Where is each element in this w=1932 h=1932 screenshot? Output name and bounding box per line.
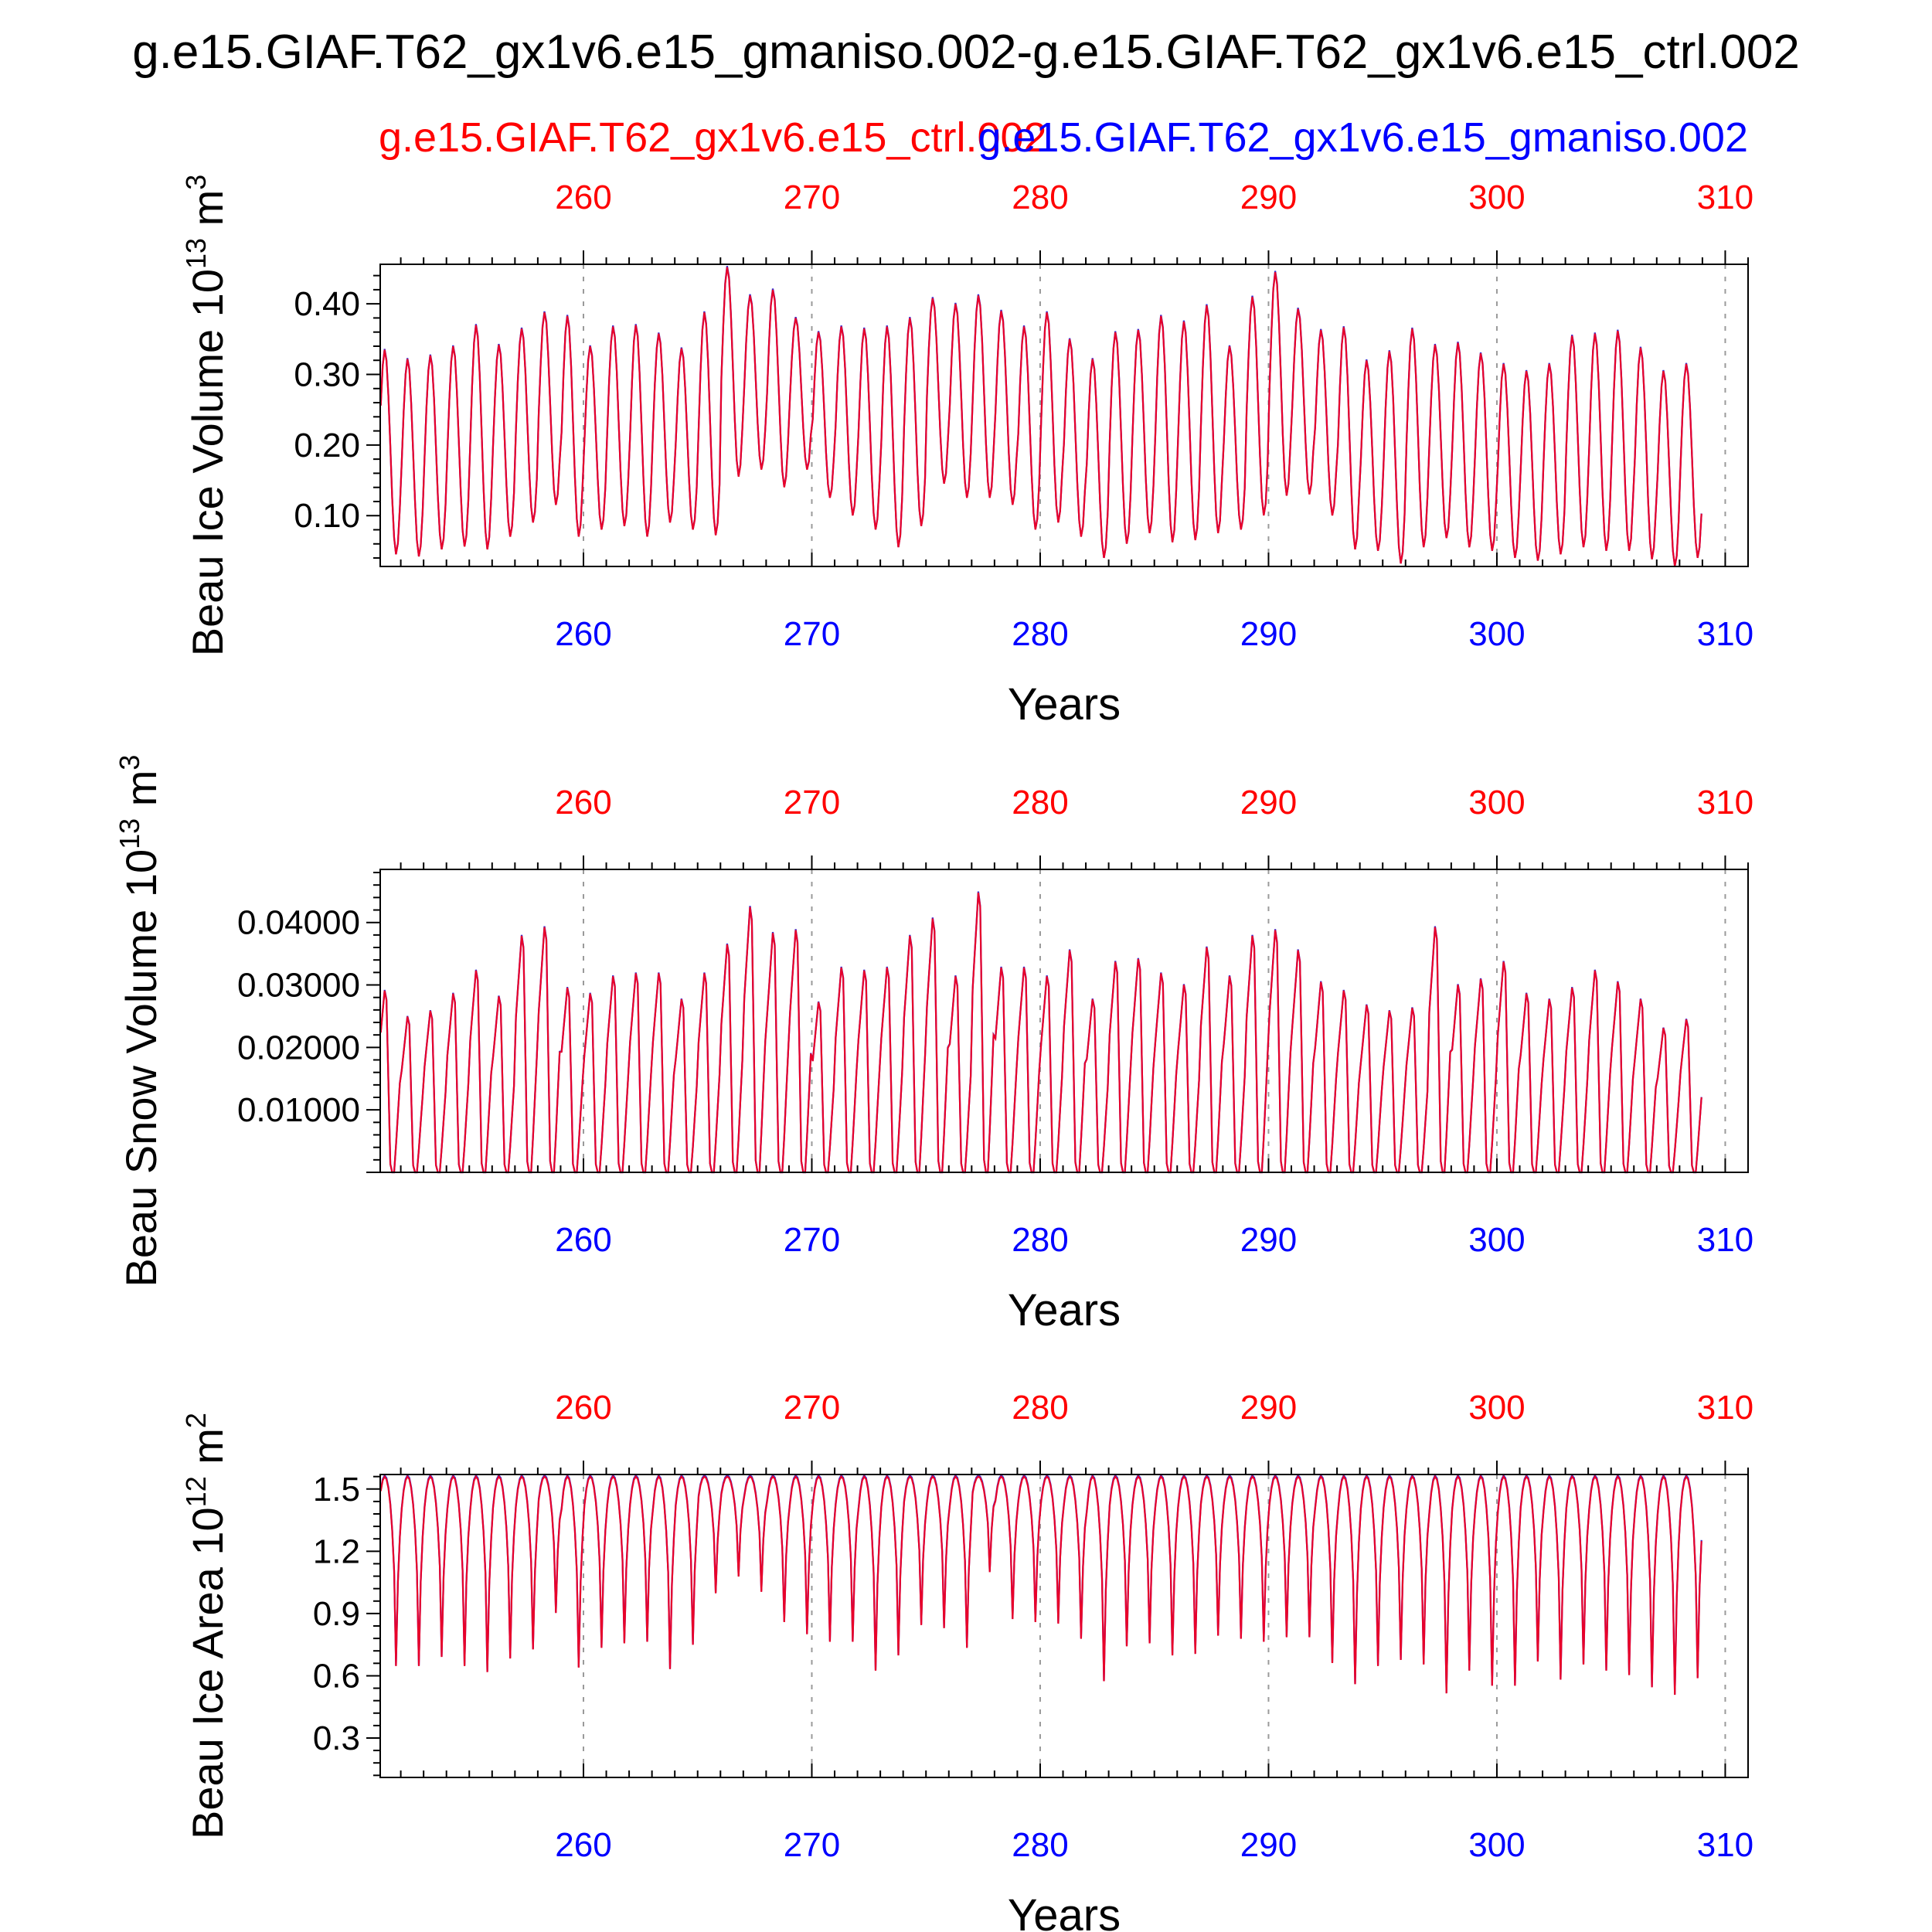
y-tick-label: 1.5 [313,1471,360,1509]
x-tick-label-bottom: 300 [1468,1221,1525,1259]
x-tick-label-bottom: 310 [1697,1221,1753,1259]
y-tick-label: 0.9 [313,1595,360,1633]
y-tick-label: 0.40 [294,285,360,323]
y-tick-label: 1.2 [313,1532,360,1570]
panel-2: 260 260 270 270 280 280 290 290 300 300 310 310 0.01… [114,755,1753,1335]
y-tick-label: 0.10 [294,497,360,535]
x-tick-label-bottom: 280 [1012,1826,1068,1864]
y-axis-title-part: m [183,190,232,238]
x-tick-label-top: 270 [784,1389,840,1427]
x-tick-label-top: 310 [1697,784,1753,821]
x-tick-label-top: 310 [1697,179,1753,216]
x-axis-title: Years [1008,1890,1121,1932]
x-tick-label-top: 280 [1012,1389,1068,1427]
x-axis-title: Years [1008,679,1121,730]
legend-ctrl-label: g.e15.GIAF.T62_gx1v6.e15_ctrl.002 [379,114,1047,161]
y-axis-title-part: m [117,770,165,818]
x-tick-label-top: 260 [555,179,611,216]
x-axis-title: Years [1008,1285,1121,1335]
x-tick-label-top: 290 [1240,784,1297,821]
x-tick-label-top: 290 [1240,179,1297,216]
series-ctrl-line [379,1475,1702,1696]
x-tick-label-top: 290 [1240,1389,1297,1427]
x-tick-label-top: 280 [1012,179,1068,216]
x-tick-label-bottom: 290 [1240,615,1297,653]
y-tick-label: 0.6 [313,1657,360,1695]
series-ctrl-line [379,892,1702,1174]
y-axis-title-part: Beau Snow Volume 10 [117,849,165,1287]
x-tick-label-bottom: 280 [1012,615,1068,653]
x-tick-label-top: 300 [1468,784,1525,821]
y-axis-title-part: Beau Ice Volume 10 [183,269,232,656]
y-axis-title-part: 2 [180,1413,212,1428]
x-tick-label-top: 270 [784,179,840,216]
x-tick-label-bottom: 270 [784,1221,840,1259]
x-tick-label-bottom: 310 [1697,1826,1753,1864]
y-axis-title-part: 13 [180,238,212,269]
x-tick-label-bottom: 300 [1468,1826,1525,1864]
x-tick-label-bottom: 290 [1240,1221,1297,1259]
page-title: g.e15.GIAF.T62_gx1v6.e15_gmaniso.002-g.e… [132,26,1800,79]
x-tick-label-top: 310 [1697,1389,1753,1427]
y-tick-label: 0.20 [294,427,360,464]
x-tick-label-bottom: 290 [1240,1826,1297,1864]
y-tick-label: 0.02000 [237,1029,360,1066]
y-tick-label: 0.03000 [237,967,360,1005]
y-axis-title-part: 12 [180,1476,212,1507]
y-axis-title: Beau Ice Volume 1013 m3 [180,175,232,657]
y-tick-label: 0.3 [313,1719,360,1757]
x-tick-label-bottom: 260 [555,1826,611,1864]
y-tick-label: 0.01000 [237,1091,360,1129]
y-axis-title-part: Beau Ice Area 10 [183,1507,232,1839]
panel-3: 260 260 270 270 280 280 290 290 300 300 310 310 0.3 0… [180,1389,1753,1932]
x-tick-label-bottom: 300 [1468,615,1525,653]
y-axis-title-part: 3 [114,755,145,770]
y-tick-label: 0.04000 [237,904,360,942]
y-axis-title-part: 13 [114,818,145,849]
x-tick-label-top: 280 [1012,784,1068,821]
plot-frame [379,264,1749,567]
y-axis-title-part: m [183,1428,232,1476]
x-tick-label-top: 300 [1468,179,1525,216]
x-tick-label-top: 260 [555,1389,611,1427]
x-tick-label-top: 300 [1468,1389,1525,1427]
panel-1: 260 260 270 270 280 280 290 290 300 300 310 310 0.10… [180,175,1753,730]
x-tick-label-bottom: 270 [784,1826,840,1864]
y-axis-title: Beau Snow Volume 1013 m3 [114,755,165,1287]
x-tick-label-bottom: 280 [1012,1221,1068,1259]
series-ctrl-line [379,267,1702,566]
y-tick-label: 0.30 [294,356,360,394]
x-tick-label-top: 260 [555,784,611,821]
legend-aniso-label: g.e15.GIAF.T62_gx1v6.e15_gmaniso.002 [978,114,1748,161]
y-axis-title: Beau Ice Area 1012 m2 [180,1413,232,1839]
x-tick-label-bottom: 310 [1697,615,1753,653]
y-axis-title-part: 3 [180,175,212,190]
plot-frame [379,869,1749,1173]
x-tick-label-bottom: 270 [784,615,840,653]
x-tick-label-bottom: 260 [555,615,611,653]
x-tick-label-bottom: 260 [555,1221,611,1259]
x-tick-label-top: 270 [784,784,840,821]
